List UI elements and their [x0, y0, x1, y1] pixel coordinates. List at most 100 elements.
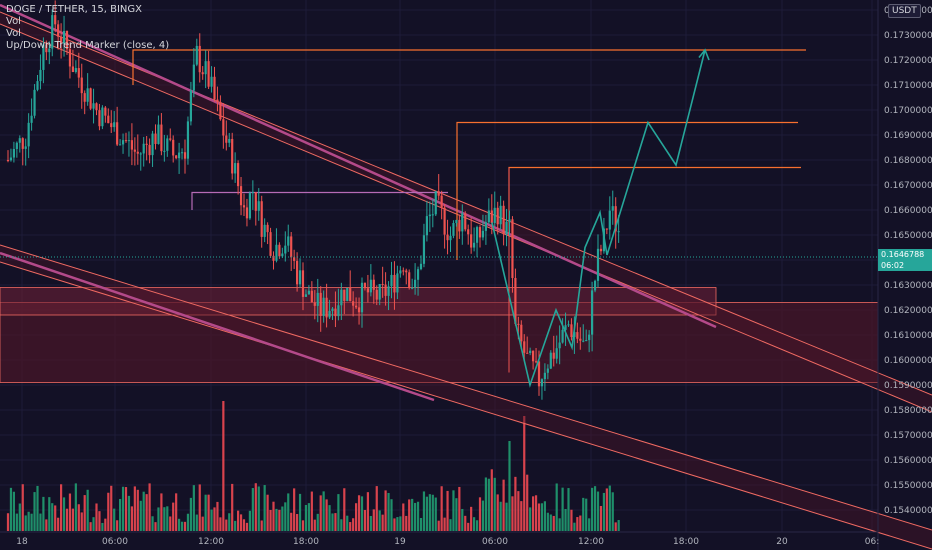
time-tick-label: 18	[16, 537, 28, 547]
volume-bar	[65, 508, 69, 531]
currency-badge[interactable]: USDT	[888, 4, 921, 18]
volume-bar	[107, 492, 110, 531]
candle-body	[608, 210, 611, 230]
candle-body	[95, 103, 98, 111]
volume-bar	[481, 500, 485, 531]
candle-body	[422, 235, 426, 264]
indicator-vol-1[interactable]: Vol	[6, 16, 21, 27]
volume-bar	[490, 469, 493, 531]
candle-body	[526, 352, 529, 354]
candle-body	[390, 274, 393, 287]
candle-body	[65, 30, 69, 50]
indicator-vol-2[interactable]: Vol	[6, 28, 21, 39]
candle-body	[357, 307, 361, 313]
indicator-trend-marker[interactable]: Up/Down Trend Marker (close, 4)	[6, 40, 170, 51]
candle-body	[284, 245, 287, 254]
time-tick-label: 12:00	[198, 537, 224, 547]
volume-bar	[520, 501, 523, 531]
price-tick-label: 0.1620000	[884, 306, 932, 316]
candle-body	[576, 332, 579, 339]
volume-bar	[340, 519, 343, 531]
volume-bar	[555, 483, 558, 531]
candle-body	[346, 287, 349, 301]
volume-bar	[254, 483, 257, 531]
candle-body	[514, 278, 517, 324]
volume-bar	[257, 486, 260, 531]
volume-bar	[349, 522, 352, 531]
candle-body	[71, 66, 74, 72]
time-axis[interactable]: 18 06:00 12:00 18:00 19 06:00 12:00 18:00 20 06:	[16, 537, 879, 547]
candle-body	[411, 287, 414, 289]
volume-bar	[467, 522, 470, 531]
volume-bar	[21, 484, 24, 531]
volume-bar	[532, 496, 535, 531]
volume-bar	[461, 508, 464, 531]
candle-body	[245, 207, 249, 219]
volume-bar	[266, 494, 269, 531]
candle-body	[139, 153, 142, 155]
volume-bar	[343, 488, 346, 531]
candle-body	[473, 242, 476, 248]
volume-bar	[402, 503, 405, 531]
volume-bar	[275, 508, 278, 531]
candle-body	[36, 81, 39, 90]
candle-body	[83, 93, 86, 102]
candle-body	[599, 248, 603, 252]
candle-body	[9, 157, 13, 161]
volume-bar	[62, 497, 66, 531]
channel-upper-fill	[0, 12, 932, 412]
volume-bar	[588, 518, 591, 531]
candle-body	[452, 223, 455, 236]
volume-bar	[27, 511, 30, 531]
candle-body	[543, 372, 546, 380]
volume-bar	[475, 520, 479, 531]
volume-bar	[337, 494, 340, 531]
candle-body	[86, 88, 89, 102]
volume-bar	[195, 514, 198, 531]
volume-bar	[529, 507, 532, 531]
channel-lower-mid	[0, 251, 435, 402]
volume-bar	[434, 497, 437, 531]
volume-bar	[12, 491, 15, 531]
volume-bar	[369, 515, 372, 531]
symbol-title[interactable]: DOGE / TETHER, 15, BINGX	[6, 4, 143, 15]
volume-bar	[455, 498, 458, 531]
candle-body	[251, 192, 254, 194]
volume-bar	[207, 494, 210, 531]
volume-bar	[523, 416, 526, 531]
volume-bar	[130, 506, 133, 531]
volume-bar	[180, 521, 184, 531]
volume-bar	[219, 517, 222, 531]
candle-body	[142, 143, 145, 154]
volume-bar	[514, 476, 517, 531]
volume-bar	[133, 486, 136, 531]
volume-bar	[549, 514, 552, 531]
volume-bar	[511, 496, 514, 531]
channel-lower-bottom	[0, 261, 932, 550]
demand-zone-lower	[0, 302, 879, 383]
volume-bar	[234, 520, 237, 531]
volume-bar	[502, 479, 505, 531]
volume-bar	[360, 496, 364, 531]
volume-bar	[124, 487, 128, 531]
volume-bar	[248, 510, 251, 531]
candle-body	[51, 15, 54, 49]
volume-bar	[186, 513, 190, 531]
candle-body	[116, 122, 119, 145]
candle-body	[39, 69, 42, 82]
candle-body	[475, 227, 479, 243]
price-axis[interactable]: 0.17400000.17300000.17200000.17100000.17…	[884, 6, 932, 516]
candle-body	[579, 338, 582, 341]
candle-body	[57, 24, 60, 37]
volume-bar	[60, 484, 63, 531]
candle-body	[92, 103, 95, 109]
candle-body	[192, 64, 195, 91]
candle-body	[33, 89, 36, 116]
candle-body	[266, 224, 269, 233]
candle-body	[561, 329, 564, 343]
volume-bar	[543, 501, 546, 531]
candle-body	[446, 234, 449, 241]
candle-body	[290, 236, 293, 258]
candle-body	[481, 230, 485, 238]
